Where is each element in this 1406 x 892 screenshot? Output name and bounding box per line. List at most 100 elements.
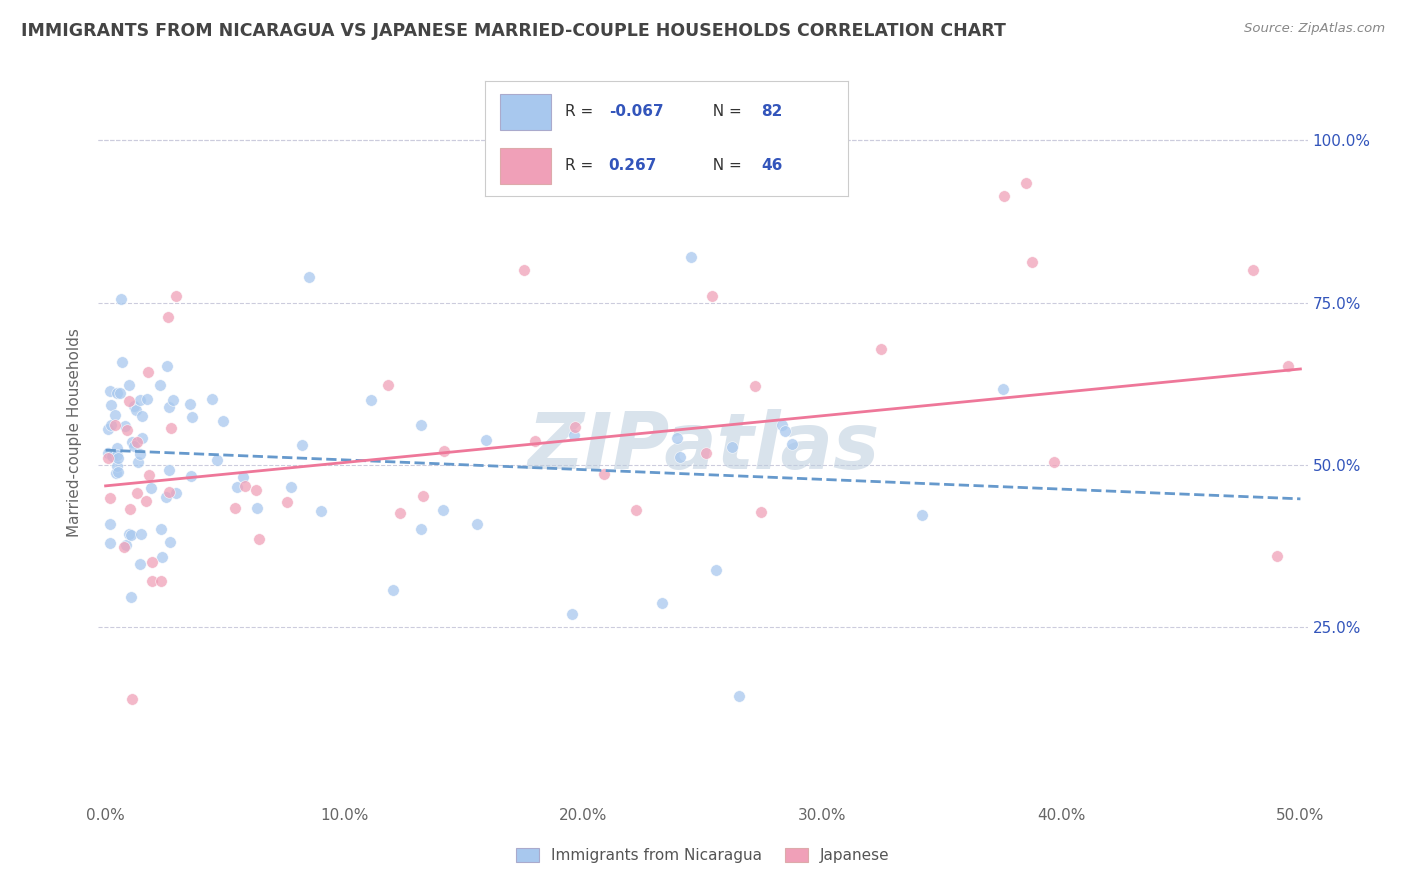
Legend: Immigrants from Nicaragua, Japanese: Immigrants from Nicaragua, Japanese	[510, 842, 896, 869]
Point	[564, 419, 586, 434]
Point	[180, 469, 202, 483]
Point	[136, 365, 159, 379]
Point	[100, 399, 122, 413]
Point	[131, 409, 153, 423]
Point	[246, 500, 269, 515]
Point	[128, 393, 150, 408]
Point	[165, 485, 187, 500]
Point	[869, 342, 891, 356]
Point	[1265, 549, 1288, 563]
Text: IMMIGRANTS FROM NICARAGUA VS JAPANESE MARRIED-COUPLE HOUSEHOLDS CORRELATION CHAR: IMMIGRANTS FROM NICARAGUA VS JAPANESE MA…	[21, 22, 1005, 40]
Point	[179, 397, 201, 411]
Point	[141, 574, 163, 588]
Point	[98, 491, 121, 505]
Point	[127, 455, 149, 469]
Y-axis label: Married-couple Households: Married-couple Households	[67, 328, 83, 537]
Point	[97, 422, 120, 436]
Point	[770, 417, 793, 432]
Point	[207, 453, 229, 467]
Point	[125, 434, 148, 449]
Point	[129, 447, 152, 461]
Point	[97, 450, 120, 465]
Point	[105, 458, 128, 473]
Point	[224, 500, 246, 515]
Point	[360, 392, 382, 407]
Point	[744, 379, 766, 393]
Point	[1277, 359, 1299, 373]
Point	[98, 517, 121, 532]
Point	[669, 450, 692, 464]
Point	[465, 516, 488, 531]
Point	[993, 189, 1015, 203]
Point	[105, 386, 128, 401]
Point	[513, 263, 536, 277]
Point	[695, 445, 717, 459]
Point	[105, 441, 128, 455]
Point	[381, 583, 404, 598]
Point	[276, 495, 298, 509]
Point	[412, 489, 434, 503]
Point	[124, 439, 146, 453]
Point	[474, 433, 496, 447]
Point	[156, 359, 179, 374]
Point	[298, 269, 321, 284]
Point	[280, 479, 302, 493]
Point	[409, 418, 432, 433]
Point	[107, 450, 129, 465]
Point	[1241, 263, 1264, 277]
Point	[104, 409, 127, 423]
Point	[226, 480, 249, 494]
Point	[136, 392, 159, 406]
Point	[129, 526, 152, 541]
Point	[112, 540, 135, 554]
Point	[121, 691, 143, 706]
Point	[433, 443, 456, 458]
Point	[100, 417, 122, 432]
Point	[681, 250, 703, 264]
Text: Source: ZipAtlas.com: Source: ZipAtlas.com	[1244, 22, 1385, 36]
Point	[118, 393, 141, 408]
Point	[773, 424, 796, 438]
Point	[749, 506, 772, 520]
Point	[157, 485, 180, 500]
Point	[233, 478, 256, 492]
Point	[389, 506, 412, 520]
Point	[120, 528, 142, 542]
Point	[149, 377, 172, 392]
Point	[780, 437, 803, 451]
Point	[114, 419, 136, 434]
Point	[149, 574, 172, 588]
Point	[135, 494, 157, 508]
Point	[561, 607, 583, 622]
Point	[118, 526, 141, 541]
Point	[181, 410, 204, 425]
Point	[105, 449, 128, 463]
Point	[162, 392, 184, 407]
Point	[139, 481, 162, 495]
Point	[624, 503, 647, 517]
Text: ZIPatlas: ZIPatlas	[527, 409, 879, 485]
Point	[120, 590, 142, 604]
Point	[98, 384, 121, 399]
Point	[201, 392, 224, 406]
Point	[291, 438, 314, 452]
Point	[104, 417, 127, 432]
Point	[97, 446, 120, 460]
Point	[245, 483, 267, 498]
Point	[122, 399, 145, 413]
Point	[311, 504, 333, 518]
Point	[150, 549, 173, 564]
Point	[100, 449, 122, 463]
Point	[149, 522, 172, 536]
Point	[160, 420, 183, 434]
Point	[249, 532, 271, 546]
Point	[118, 501, 141, 516]
Point	[157, 462, 180, 476]
Point	[108, 385, 131, 400]
Point	[377, 378, 399, 392]
Point	[524, 434, 547, 448]
Point	[1014, 176, 1036, 190]
Point	[1043, 455, 1066, 469]
Point	[110, 292, 132, 306]
Point	[114, 539, 136, 553]
